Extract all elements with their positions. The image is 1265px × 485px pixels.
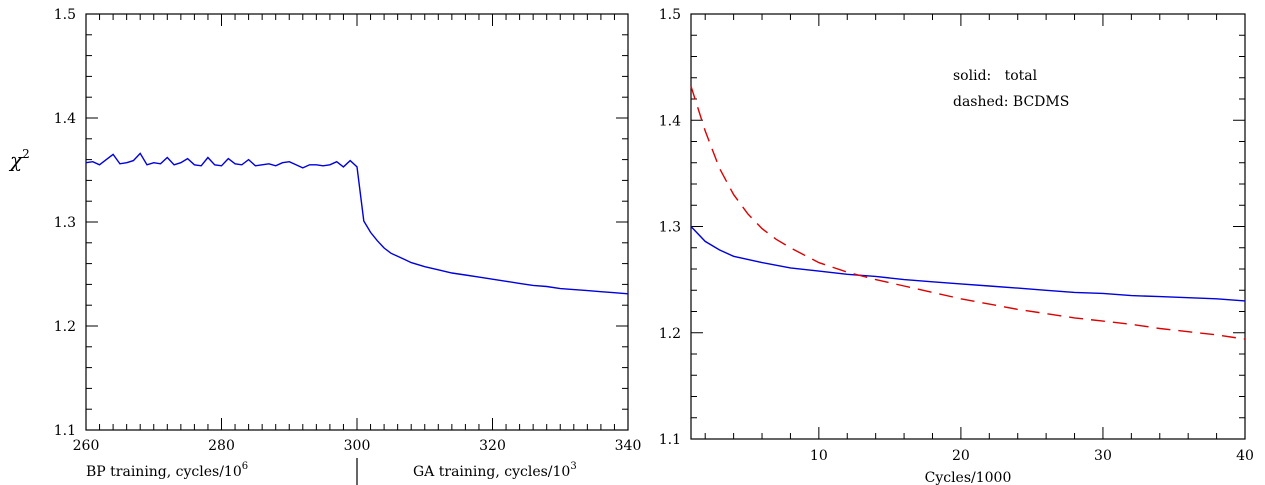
y-tick-label-right: 1.1 — [659, 432, 681, 448]
y-tick-label-right: 1.3 — [659, 220, 681, 236]
series-line-right-bcdms — [690, 86, 1246, 340]
chart-right: 1.1 1.2 1.3 1.4 1.5 10 20 30 40 solid: total das… — [659, 7, 1254, 485]
x-tick-label-left: 260 — [73, 438, 100, 454]
plot-frame-left — [85, 13, 629, 431]
x-axis-label-ga-superscript: 3 — [570, 461, 576, 472]
y-tick-label-left: 1.4 — [54, 111, 76, 127]
series-group-left — [85, 152, 629, 295]
x-axis-label-bp-text: BP training, cycles/10 — [86, 464, 242, 480]
chart-left: 1.1 1.2 1.3 1.4 1.5 260 280 300 320 340 χ2 BP tra… — [8, 7, 641, 485]
x-axis-label-right: Cycles/1000 — [925, 470, 1012, 485]
x-axis-label-bp-superscript: 6 — [242, 461, 248, 472]
y-tick-label-left: 1.1 — [54, 423, 76, 439]
tick-group-right: 1.1 1.2 1.3 1.4 1.5 10 20 30 40 — [659, 7, 1254, 464]
x-axis-label-ga-text: GA training, cycles/10 — [413, 464, 570, 480]
x-tick-label-left: 300 — [344, 438, 371, 454]
tick-group-left: 1.1 1.2 1.3 1.4 1.5 260 280 300 320 340 — [54, 7, 642, 454]
x-tick-label-right: 20 — [952, 448, 970, 464]
annotation-dashed: dashed: BCDMS — [953, 94, 1069, 110]
y-axis-label-symbol: χ — [8, 148, 24, 172]
x-axis-label-bp: BP training, cycles/106 — [86, 461, 248, 480]
y-axis-label-superscript: 2 — [22, 147, 30, 161]
x-tick-label-left: 320 — [479, 438, 506, 454]
x-tick-label-left: 280 — [208, 438, 235, 454]
x-tick-label-right: 40 — [1236, 448, 1254, 464]
x-tick-label-right: 10 — [810, 448, 828, 464]
y-tick-label-left: 1.2 — [54, 319, 76, 335]
x-tick-label-right: 30 — [1094, 448, 1112, 464]
series-group-right — [690, 86, 1246, 340]
series-line-left-0 — [85, 152, 629, 295]
annotation-solid: solid: total — [953, 68, 1038, 84]
y-axis-label-left: χ2 — [8, 147, 30, 172]
x-tick-label-left: 340 — [615, 438, 642, 454]
y-tick-label-right: 1.5 — [659, 7, 681, 23]
y-tick-label-right: 1.4 — [659, 113, 681, 129]
x-axis-label-ga: GA training, cycles/103 — [413, 461, 577, 480]
y-tick-label-right: 1.2 — [659, 326, 681, 342]
y-tick-label-left: 1.5 — [54, 7, 76, 23]
series-line-right-total — [690, 226, 1246, 302]
y-tick-label-left: 1.3 — [54, 215, 76, 231]
